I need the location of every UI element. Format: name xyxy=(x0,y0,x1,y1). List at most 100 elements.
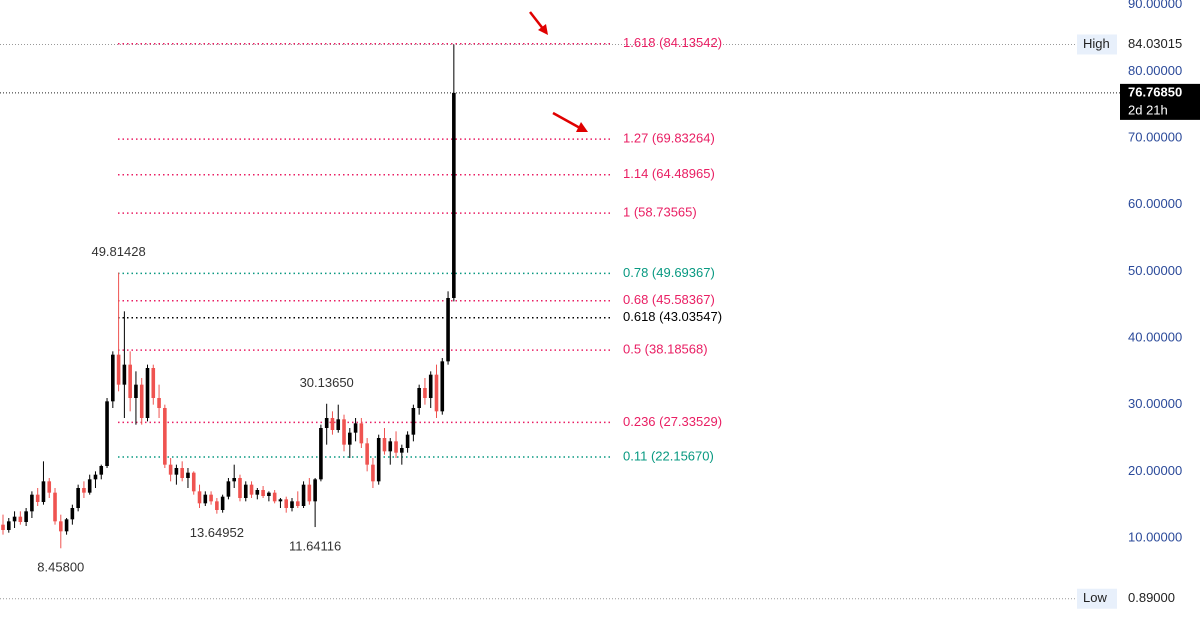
candle-body xyxy=(359,423,364,444)
candle-body xyxy=(278,499,283,502)
arrow-head xyxy=(538,24,548,35)
candle-body xyxy=(243,484,248,498)
price-annotation: 49.81428 xyxy=(91,244,145,259)
price-annotation: 11.64116 xyxy=(289,538,341,553)
candle-body xyxy=(151,368,156,398)
candle-body xyxy=(215,501,219,510)
arrow xyxy=(529,11,545,31)
y-tick-label: 90.00000 xyxy=(1128,0,1182,11)
candle-body xyxy=(452,92,456,298)
candle-body xyxy=(365,443,369,465)
candle-body xyxy=(186,472,190,478)
candle-body xyxy=(87,479,92,493)
candle-body xyxy=(59,521,63,532)
candle-body xyxy=(267,492,271,496)
candle-body xyxy=(180,468,184,478)
candle-body xyxy=(388,441,393,452)
candle-body xyxy=(47,481,52,493)
candle-body xyxy=(82,488,86,493)
candle-body xyxy=(284,499,289,508)
candle-body xyxy=(307,484,312,502)
y-tick-label: 40.00000 xyxy=(1128,329,1182,344)
y-tick-label: 20.00000 xyxy=(1128,463,1182,478)
candle-body xyxy=(134,384,138,398)
candle-body xyxy=(220,496,225,510)
candle-body xyxy=(191,472,196,492)
fib-label: 0.11 (22.15670) xyxy=(623,448,714,463)
candle-body xyxy=(330,418,335,430)
candle-body xyxy=(371,464,375,482)
candle-body xyxy=(336,419,341,430)
fib-label: 1 (58.73565) xyxy=(623,205,697,220)
candle-body xyxy=(30,494,34,512)
candle-body xyxy=(157,398,161,408)
last-price-label: 76.76850 xyxy=(1128,84,1182,99)
y-tick-label: 80.00000 xyxy=(1128,63,1182,78)
fib-label: 0.5 (38.18568) xyxy=(623,342,708,357)
y-tick-label: 60.00000 xyxy=(1128,196,1182,211)
candle-body xyxy=(295,501,300,506)
candle-body xyxy=(111,354,115,402)
candle-body xyxy=(116,354,121,385)
candle-body xyxy=(301,484,306,506)
candle-body xyxy=(342,419,346,445)
candle-body xyxy=(238,478,242,498)
candle-body xyxy=(1,524,5,530)
candle-body xyxy=(197,491,202,504)
candle-body xyxy=(18,516,23,522)
candle-body xyxy=(255,490,260,495)
candle-body xyxy=(348,432,352,445)
candle-body xyxy=(290,501,294,508)
candle-body xyxy=(400,448,404,453)
candle-body xyxy=(376,438,381,482)
candle-body xyxy=(232,478,236,482)
candle-body xyxy=(440,361,445,412)
low-marker-box xyxy=(1077,588,1117,609)
candle-body xyxy=(105,401,109,466)
candle-body xyxy=(35,494,40,502)
candle-body xyxy=(41,481,46,502)
y-tick-label: 50.00000 xyxy=(1128,263,1182,278)
candle-body xyxy=(53,492,57,522)
candle-body xyxy=(24,511,28,522)
candle-body xyxy=(145,368,150,418)
low-marker-name: Low xyxy=(1083,590,1107,605)
candle-body xyxy=(139,384,144,418)
candle-body xyxy=(319,428,323,480)
high-marker-value: 84.03015 xyxy=(1128,36,1182,51)
fib-label: 1.14 (64.48965) xyxy=(623,166,715,181)
high-marker-box xyxy=(1077,34,1117,55)
candle-body xyxy=(324,418,329,428)
fib-label: 1.27 (69.83264) xyxy=(623,131,715,146)
candle-body xyxy=(272,492,277,502)
candle-body xyxy=(174,468,179,475)
candle-body xyxy=(203,494,208,504)
last-price-countdown: 2d 21h xyxy=(1128,102,1168,117)
candle-body xyxy=(423,388,427,398)
candle-body xyxy=(353,423,358,433)
candle-body xyxy=(12,516,17,522)
candle-body xyxy=(226,481,231,497)
high-marker-name: High xyxy=(1083,36,1110,51)
candle-body xyxy=(261,490,265,496)
candle-body xyxy=(64,519,69,532)
candle-body xyxy=(70,508,75,520)
price-annotation: 8.45800 xyxy=(37,560,84,575)
fib-label: 0.78 (49.69367) xyxy=(623,265,715,280)
candle-body xyxy=(76,488,80,508)
y-tick-label: 70.00000 xyxy=(1128,129,1182,144)
candle-body xyxy=(93,474,98,480)
fib-label: 1.618 (84.13542) xyxy=(623,35,722,50)
candle-body xyxy=(209,494,213,502)
price-annotation: 13.64952 xyxy=(190,525,244,540)
candle-body xyxy=(313,479,317,502)
arrow-head xyxy=(576,122,588,132)
low-marker-value: 0.89000 xyxy=(1128,590,1175,605)
arrow xyxy=(552,111,581,130)
candle-body xyxy=(99,466,104,475)
y-tick-label: 10.00000 xyxy=(1128,529,1182,544)
candle-body xyxy=(411,408,416,435)
candle-body xyxy=(446,298,450,362)
price-annotation: 30.13650 xyxy=(300,375,354,390)
candle-body xyxy=(122,364,127,385)
